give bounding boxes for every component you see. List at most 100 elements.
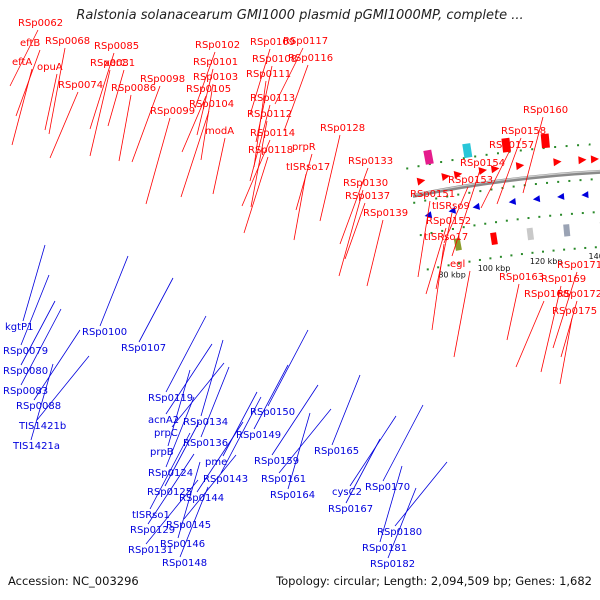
reverse-gene-label: cysC2 — [332, 487, 362, 498]
reverse-leader-line — [171, 362, 225, 428]
forward-gene-arrow — [416, 177, 426, 186]
reverse-leader-line — [30, 363, 54, 441]
reverse-leader-line — [33, 329, 81, 401]
guide-ring-dot — [541, 250, 544, 253]
guide-ring-dot — [419, 234, 422, 237]
forward-gene-label: tISRso9 — [432, 201, 470, 212]
forward-gene-label: RSp0117 — [283, 36, 328, 47]
forward-gene-label: RSp0139 — [363, 208, 408, 219]
guide-ring-dot — [484, 222, 487, 225]
forward-gene-label: RSp0086 — [111, 83, 156, 94]
reverse-gene-label: tISRso1 — [132, 510, 170, 521]
reverse-leader-line — [222, 391, 258, 457]
reverse-leader-line — [149, 432, 191, 510]
forward-leader-line — [515, 300, 545, 368]
forward-gene-label: RSp0105 — [186, 84, 231, 95]
reverse-gene-label: RSp0146 — [160, 539, 205, 550]
guide-ring-dot — [430, 231, 433, 234]
forward-gene-label: RSp0111 — [246, 69, 291, 80]
reverse-leader-line — [382, 404, 424, 482]
reverse-leader-line — [165, 343, 213, 415]
reverse-leader-line — [20, 308, 62, 386]
forward-gene-label: RSp0081 — [90, 58, 135, 69]
accession-info: Accession: NC_003296 — [8, 574, 139, 588]
forward-gene-label: RSp0068 — [45, 36, 90, 47]
reverse-gene-label: RSp0145 — [166, 520, 211, 531]
forward-gene-label: RSp0112 — [247, 109, 292, 120]
forward-gene-label: RSp0104 — [189, 99, 234, 110]
guide-ring-dot — [520, 253, 523, 256]
reverse-leader-line — [20, 274, 50, 346]
reverse-gene-label: RSp0167 — [328, 504, 373, 515]
forward-gene-label: RSp0108 — [252, 54, 297, 65]
guide-ring-dot — [462, 226, 465, 229]
guide-ring-dot — [510, 254, 513, 257]
guide-ring-dot — [508, 150, 511, 153]
forward-leader-line — [417, 200, 431, 278]
forward-leader-line — [480, 151, 510, 209]
forward-gene-label: RSp0172 — [557, 289, 600, 300]
guide-ring-dot — [581, 212, 584, 215]
forward-leader-line — [522, 116, 544, 194]
forward-leader-line — [253, 80, 267, 168]
forward-gene-label: xerC — [104, 58, 127, 69]
reverse-gene-label: acnA2 — [148, 415, 179, 426]
forward-leader-line — [559, 317, 573, 385]
forward-leader-line — [560, 300, 578, 358]
guide-ring-dot — [538, 215, 541, 218]
topology-label: Topology: — [276, 574, 330, 588]
guide-ring-dot — [505, 219, 508, 222]
forward-leader-line — [540, 285, 562, 373]
forward-leader-line — [212, 137, 226, 195]
accession-value: NC_003296 — [72, 574, 139, 588]
forward-gene-label: eftA — [12, 57, 32, 68]
forward-leader-line — [453, 270, 471, 358]
forward-leader-line — [131, 85, 161, 163]
forward-leader-line — [180, 110, 210, 198]
guide-ring-dot — [417, 165, 420, 168]
reverse-gene-label: RSp0131 — [128, 545, 173, 556]
forward-gene-arrow — [590, 155, 599, 164]
reverse-leader-line — [165, 315, 207, 393]
reverse-gene-arrow — [472, 202, 481, 210]
forward-gene-label: RSp0168 — [524, 289, 569, 300]
reverse-leader-line — [36, 355, 90, 421]
feature-block — [490, 232, 498, 246]
guide-ring-dot — [406, 167, 409, 170]
guide-ring-dot — [458, 262, 461, 265]
guide-ring-dot — [428, 163, 431, 166]
forward-leader-line — [274, 47, 304, 105]
reverse-leader-line — [394, 461, 448, 527]
reverse-leader-line — [220, 396, 262, 474]
reverse-gene-label: RSp0150 — [250, 407, 295, 418]
forward-gene-label: RSp0085 — [94, 41, 139, 52]
forward-gene-label: RSp0098 — [140, 74, 185, 85]
guide-ring-dot — [413, 201, 416, 204]
reverse-gene-label: RSp0080 — [3, 366, 48, 377]
forward-gene-arrow — [490, 165, 500, 174]
guide-ring-dot — [549, 214, 552, 217]
guide-ring-dot — [462, 157, 465, 160]
reverse-leader-line — [200, 366, 230, 438]
forward-gene-arrow — [515, 162, 525, 171]
guide-ring-dot — [579, 179, 582, 182]
forward-gene-label: RSp0153 — [448, 175, 493, 186]
reverse-gene-label: RSp0088 — [16, 401, 61, 412]
guide-ring-dot — [457, 193, 460, 196]
topology-value: circular — [333, 574, 377, 588]
guide-ring-dot — [584, 246, 587, 249]
reverse-leader-line — [167, 369, 191, 447]
forward-leader-line — [9, 29, 39, 87]
forward-leader-line — [11, 68, 33, 146]
reverse-leader-line — [200, 339, 224, 417]
reverse-gene-arrow — [581, 191, 589, 199]
guide-ring-dot — [426, 268, 429, 271]
reverse-gene-arrow — [424, 211, 433, 219]
genes-value: 1,682 — [559, 574, 592, 588]
forward-leader-line — [451, 169, 481, 257]
reverse-gene-label: TIS1421b — [18, 421, 66, 432]
reverse-leader-line — [253, 364, 289, 430]
map-title: Ralstonia solanacearum GMI1000 plasmid p… — [76, 8, 524, 23]
